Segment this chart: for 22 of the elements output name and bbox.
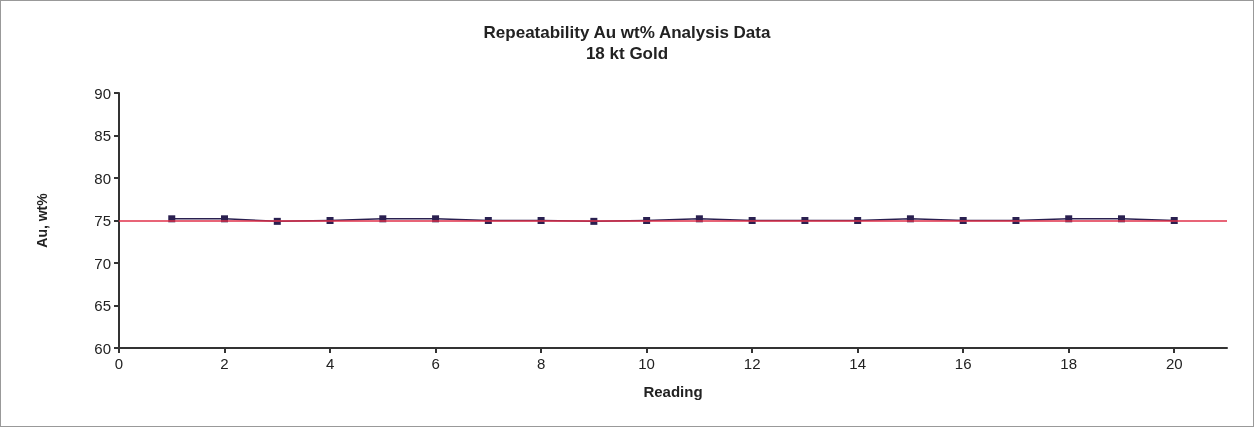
x-tick-label: 12 — [743, 355, 761, 372]
y-tick-label: 90 — [94, 84, 111, 102]
x-tick-label: 16 — [954, 355, 972, 372]
y-tick-label: 65 — [94, 297, 111, 314]
x-axis-title: Reading — [643, 383, 703, 400]
x-tick-label: 20 — [1165, 355, 1183, 372]
x-tick-label: 8 — [536, 355, 546, 372]
x-tick-label: 4 — [325, 355, 335, 372]
x-tick-label: 0 — [114, 355, 124, 372]
chart-title: Repeatability Au wt% Analysis Data — [483, 23, 771, 42]
x-tick-label: 10 — [638, 355, 655, 372]
x-tick-label: 18 — [1060, 355, 1078, 372]
y-tick-label: 60 — [94, 339, 111, 357]
x-tick-label: 2 — [220, 355, 229, 372]
y-tick-label: 75 — [94, 212, 111, 229]
chart-subtitle: 18 kt Gold — [585, 44, 669, 63]
x-tick-label: 14 — [849, 355, 867, 372]
y-axis-title: Au, wt% — [34, 192, 50, 248]
y-tick-label: 80 — [94, 169, 111, 187]
y-tick-label: 85 — [94, 127, 111, 144]
y-tick-label: 70 — [94, 254, 111, 272]
x-tick-label: 6 — [431, 355, 440, 372]
